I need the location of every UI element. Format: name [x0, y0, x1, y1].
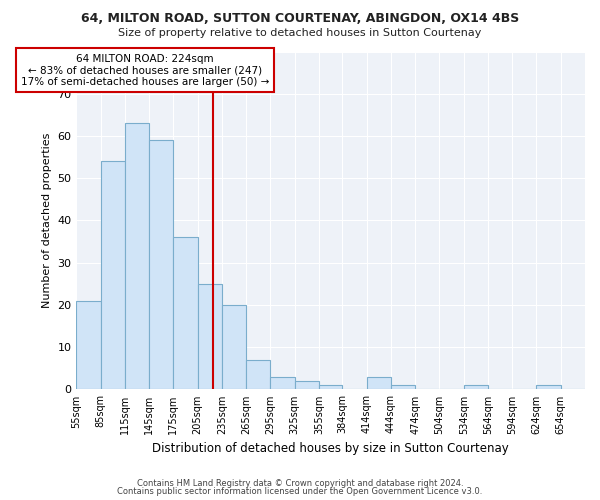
Bar	[222, 305, 246, 390]
Bar	[246, 360, 271, 390]
Bar	[101, 162, 125, 390]
Text: Contains public sector information licensed under the Open Government Licence v3: Contains public sector information licen…	[118, 487, 482, 496]
Bar	[295, 381, 319, 390]
Y-axis label: Number of detached properties: Number of detached properties	[42, 133, 52, 308]
Bar	[197, 284, 222, 390]
Text: Contains HM Land Registry data © Crown copyright and database right 2024.: Contains HM Land Registry data © Crown c…	[137, 478, 463, 488]
Text: 64, MILTON ROAD, SUTTON COURTENAY, ABINGDON, OX14 4BS: 64, MILTON ROAD, SUTTON COURTENAY, ABING…	[81, 12, 519, 26]
Text: 64 MILTON ROAD: 224sqm
← 83% of detached houses are smaller (247)
17% of semi-de: 64 MILTON ROAD: 224sqm ← 83% of detached…	[21, 54, 269, 87]
Bar	[319, 385, 343, 390]
Bar	[391, 385, 415, 390]
Bar	[367, 377, 391, 390]
Bar	[173, 238, 197, 390]
X-axis label: Distribution of detached houses by size in Sutton Courtenay: Distribution of detached houses by size …	[152, 442, 509, 455]
Bar	[149, 140, 173, 390]
Text: Size of property relative to detached houses in Sutton Courtenay: Size of property relative to detached ho…	[118, 28, 482, 38]
Bar	[76, 300, 101, 390]
Bar	[125, 124, 149, 390]
Bar	[536, 385, 561, 390]
Bar	[464, 385, 488, 390]
Bar	[271, 377, 295, 390]
